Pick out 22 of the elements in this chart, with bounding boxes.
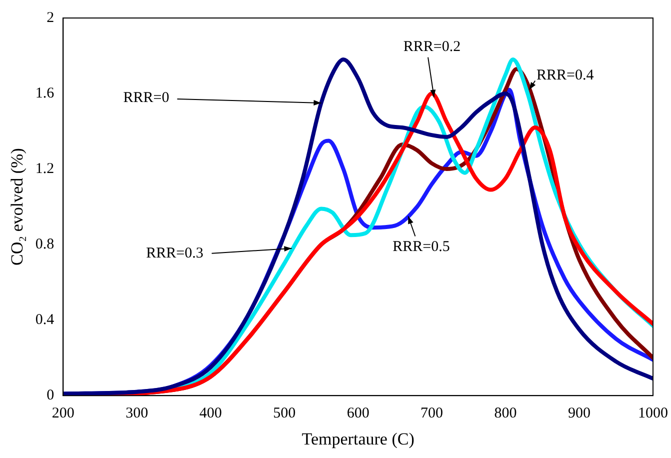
- y-tick-label: 0.8: [35, 236, 54, 252]
- annotation: RRR=0.4: [536, 68, 594, 84]
- x-tick-label: 1000: [638, 406, 668, 422]
- y-tick-label: 1.2: [35, 160, 54, 177]
- x-tick-label: 400: [199, 406, 222, 422]
- annotation: RRR=0.3: [146, 245, 204, 262]
- x-axis-title: Tempertaure (C): [302, 429, 414, 448]
- x-tick-label: 800: [494, 406, 517, 422]
- x-tick-label: 600: [346, 406, 370, 422]
- x-tick-label: 700: [420, 406, 444, 422]
- y-axis-title: CO₂ evolved (%): [8, 148, 27, 266]
- y-tick-label: 0.4: [35, 312, 55, 328]
- x-tick-label: 500: [273, 406, 296, 422]
- y-tick-label: 1.6: [35, 85, 55, 102]
- annotation: RRR=0.5: [392, 239, 450, 256]
- y-tick-label: 2: [46, 10, 54, 26]
- annotation: RRR=0: [123, 90, 170, 106]
- x-tick-label: 900: [568, 406, 591, 422]
- x-tick-label: 300: [126, 406, 148, 422]
- annotation: RRR=0.2: [403, 39, 461, 56]
- y-tick-label: 0: [46, 388, 54, 404]
- x-tick-label: 200: [52, 406, 74, 422]
